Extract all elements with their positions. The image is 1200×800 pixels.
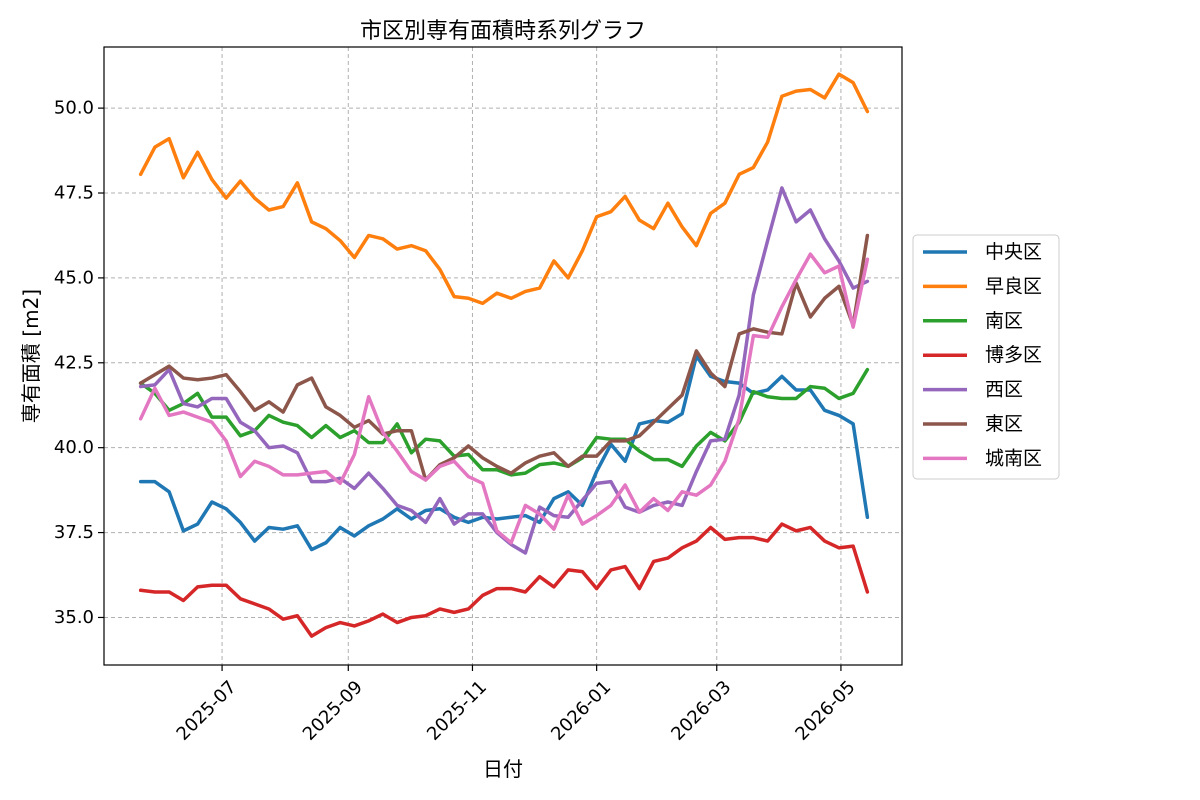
legend-item: 博多区 [923, 344, 1042, 366]
y-axis-ticks: 35.0 37.5 40.0 42.5 45.0 47.5 50.0 [54, 98, 104, 628]
legend-item: 東区 [923, 413, 1023, 435]
series-line-7 [138, 252, 870, 545]
legend-item: 早良区 [923, 275, 1042, 297]
legend-label: 中央区 [985, 241, 1042, 263]
legend-item: 南区 [923, 310, 1023, 332]
legend-label: 早良区 [985, 275, 1042, 297]
series-line-3 [138, 367, 870, 477]
series-lines [138, 72, 870, 638]
y-tick-label: 47.5 [54, 183, 94, 204]
y-tick-label: 40.0 [54, 437, 94, 458]
legend-label: 博多区 [985, 344, 1042, 366]
legend-label: 南区 [985, 310, 1023, 332]
y-tick-label: 42.5 [54, 352, 94, 373]
legend-item: 中央区 [923, 241, 1042, 263]
legend-label: 城南区 [985, 447, 1042, 469]
series-line-6 [138, 233, 870, 482]
series-line-1 [138, 354, 870, 552]
chart-title: 市区別専有面積時系列グラフ [360, 19, 646, 44]
grid [104, 47, 902, 665]
series-line-4 [138, 522, 870, 638]
y-tick-label: 50.0 [54, 98, 94, 119]
legend-label: 西区 [985, 379, 1023, 401]
legend-label: 東区 [985, 413, 1023, 435]
x-axis-title: 日付 [483, 757, 523, 781]
series-line-2 [138, 72, 870, 306]
y-tick-label: 35.0 [54, 607, 94, 628]
y-tick-label: 37.5 [54, 522, 94, 543]
legend-item: 城南区 [923, 447, 1042, 469]
plot-frame [103, 46, 903, 666]
legend-item: 西区 [923, 379, 1023, 401]
legend-frame [912, 234, 1060, 480]
y-axis-title: 専有面積 [m2] [19, 289, 43, 423]
y-tick-label: 45.0 [54, 267, 94, 288]
